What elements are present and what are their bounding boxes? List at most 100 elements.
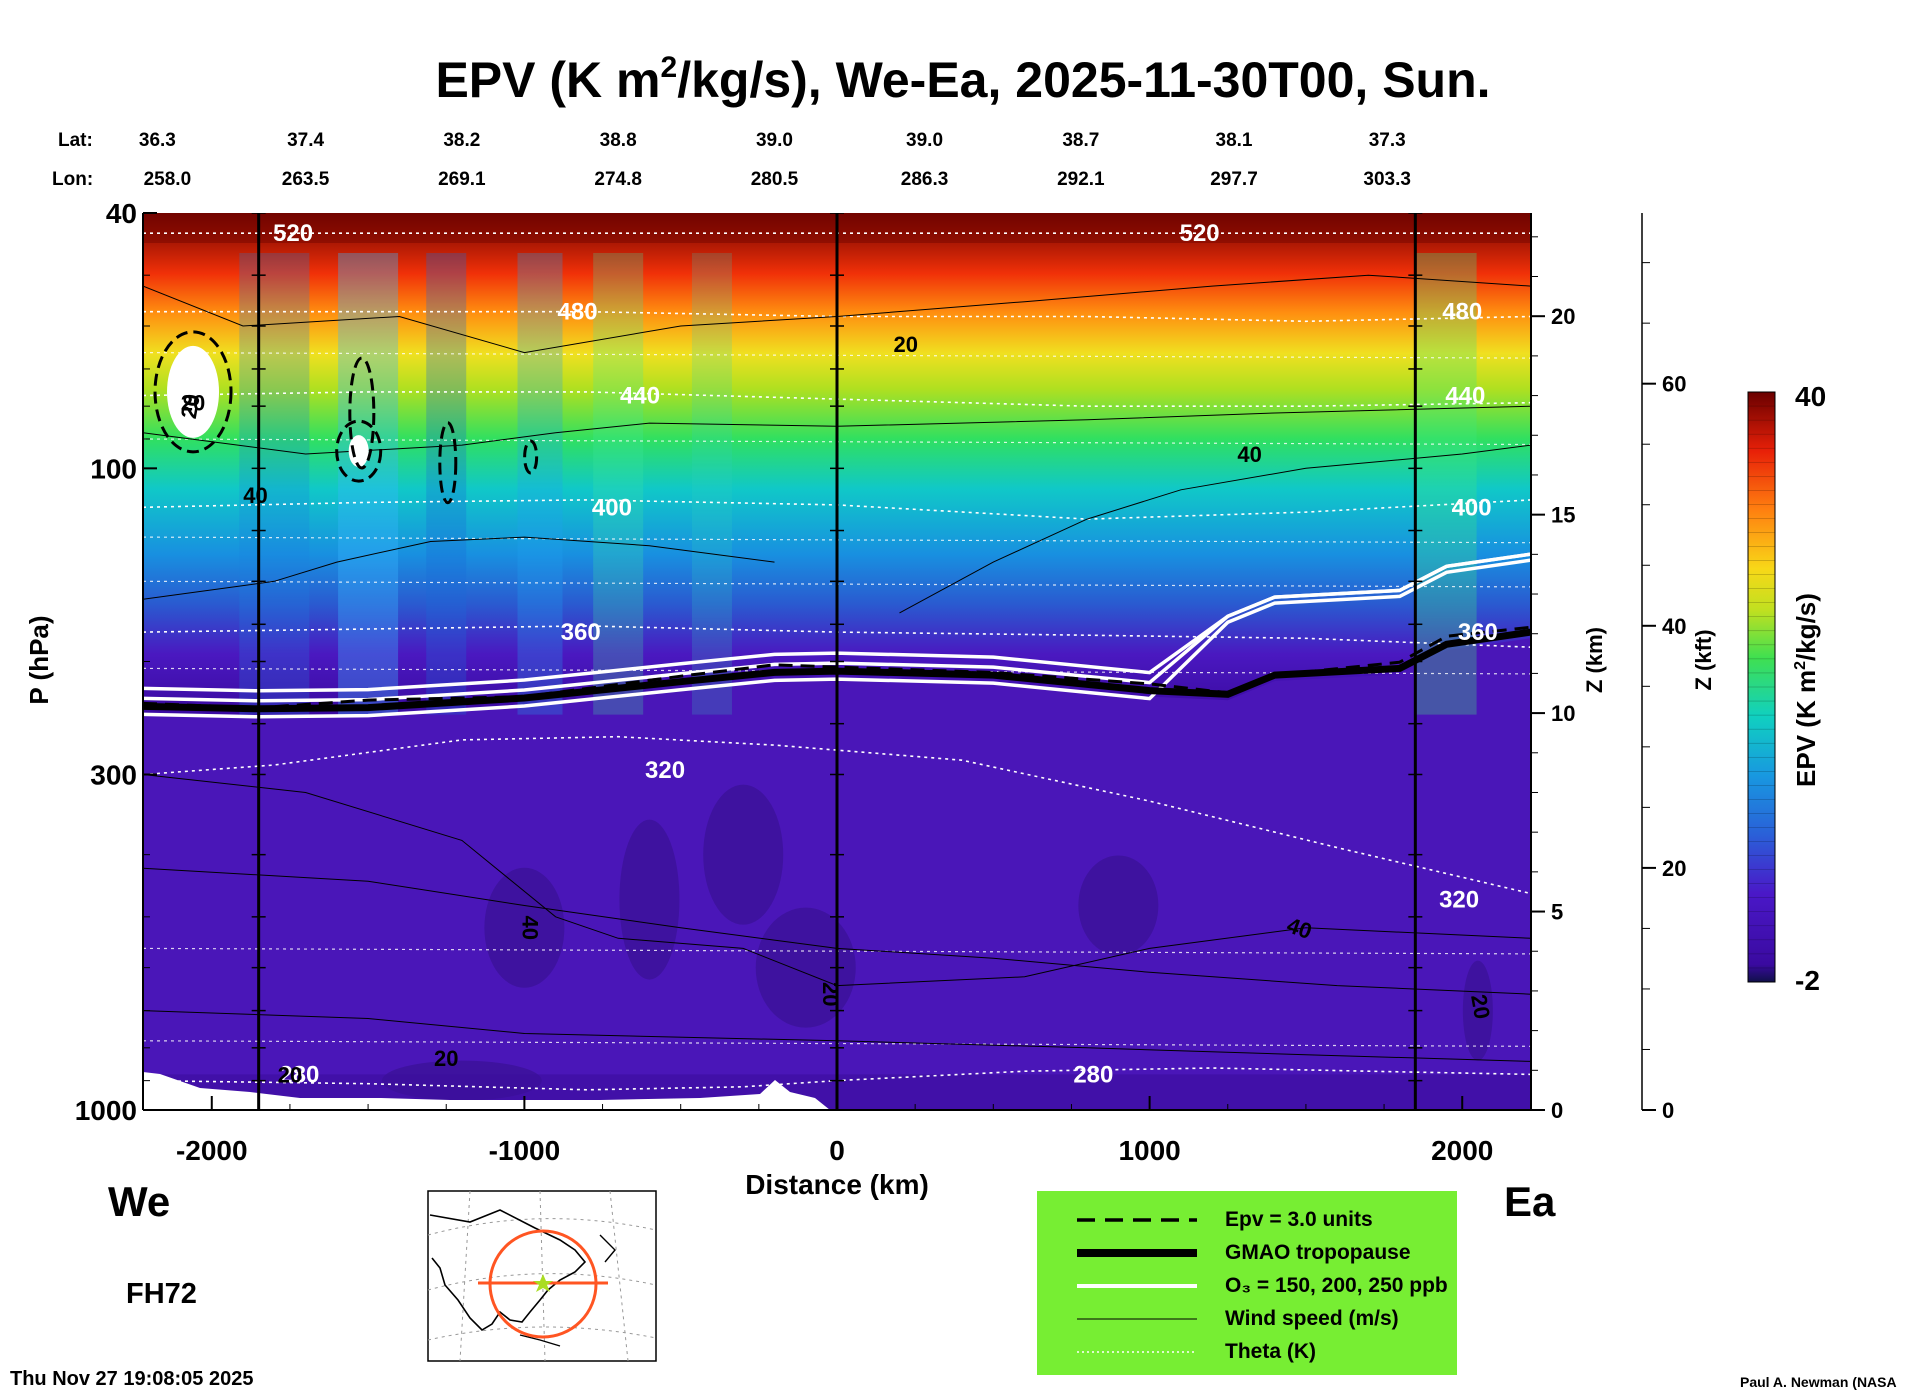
- theta-label: 400: [1452, 494, 1492, 521]
- colorbar-min-label: -2: [1795, 965, 1820, 996]
- wind-label: 20: [278, 1062, 302, 1087]
- legend-label: Epv = 3.0 units: [1225, 1208, 1373, 1231]
- colorbar-max-label: 40: [1795, 381, 1826, 412]
- theta-label: 520: [1180, 220, 1220, 247]
- lat-value: 37.3: [1369, 130, 1406, 151]
- epv-high-island: [348, 435, 369, 468]
- lon-value: 292.1: [1057, 169, 1105, 190]
- lon-value: 269.1: [438, 169, 486, 190]
- theta-label: 520: [273, 220, 313, 247]
- lon-value: 263.5: [282, 169, 330, 190]
- epv-dark-patch: [484, 867, 565, 988]
- epv-dark-patch: [619, 819, 680, 980]
- y-tick-label: 100: [90, 453, 137, 484]
- epv-plume: [593, 253, 644, 715]
- z-km-tick-label: 0: [1551, 1098, 1563, 1123]
- epv-island-outline: [335, 419, 383, 483]
- theta-label: 280: [279, 1061, 319, 1088]
- wind-label: 40: [1237, 442, 1261, 467]
- epv-island-outline: [153, 330, 233, 454]
- footer-timestamp: Thu Nov 27 19:08:05 2025: [10, 1368, 254, 1390]
- wind-label: 20: [181, 391, 205, 416]
- wind-line: [143, 536, 775, 600]
- y-tick-label: 40: [106, 198, 137, 229]
- forecast-hour: FH72: [126, 1278, 197, 1310]
- inset-coastline: [429, 1209, 587, 1332]
- wind-label: 20: [894, 332, 918, 357]
- ozone-contours: [143, 552, 1531, 719]
- z-km-tick-label: 5: [1551, 900, 1563, 925]
- z-kft-tick-label: 0: [1662, 1098, 1674, 1123]
- wind-label: 40: [518, 916, 543, 940]
- east-label: Ea: [1504, 1178, 1556, 1225]
- legend-swatch-white: [1077, 1284, 1197, 1288]
- z-kft-axis-ticks: 0 20 40 60: [1642, 262, 1686, 1123]
- latlon-readouts: 36.3 37.4 38.2 38.8 39.0 39.0 38.7 38.1 37.3 258.…: [139, 130, 1411, 190]
- x-axis-ticks: -2000 -1000 0 1000 2000: [176, 1096, 1493, 1166]
- wind-line: [143, 774, 1531, 987]
- west-label: We: [108, 1178, 171, 1225]
- ozone-line: [143, 558, 1531, 719]
- z-km-axis-ticks: 0 5 10 15 20: [1531, 236, 1575, 1123]
- epv-plume: [1416, 253, 1477, 715]
- epv-plume: [691, 253, 732, 715]
- epv-stratosphere-variations: [143, 213, 1531, 715]
- ozone-line: [143, 552, 1531, 703]
- lat-header-label: Lat:: [58, 130, 93, 151]
- epv-island-outline: [438, 421, 458, 505]
- colorbar-ticks: [1748, 391, 1775, 983]
- legend-item-epv: Epv = 3.0 units: [1037, 1206, 1457, 1234]
- wind-label: 20: [818, 982, 843, 1006]
- x-tick-label: 2000: [1431, 1135, 1493, 1166]
- epv-islands: [153, 330, 539, 505]
- chart-title: EPV (K m2/kg/s), We-Ea, 2025-11-30T00, S…: [435, 51, 1490, 108]
- colorbar-label: EPV (K m2/kg/s): [1791, 593, 1821, 787]
- theta-label: 400: [592, 494, 632, 521]
- gmao-tropopause-line: [143, 628, 1531, 713]
- epv-dark-patch: [703, 784, 784, 925]
- z-kft-axis-label: Z (kft): [1691, 629, 1716, 690]
- epv-plume: [426, 253, 467, 715]
- wind-label: 20: [434, 1046, 458, 1071]
- z-km-tick-label: 20: [1551, 304, 1575, 329]
- legend-swatch-dotted: [1077, 1351, 1197, 1353]
- x-tick-label: 0: [829, 1135, 845, 1166]
- contour-labels: 280 280 320 320 360 360 400 400 440 440 480 480 520 5…: [176, 220, 1498, 1088]
- terrain-mask: [143, 1072, 830, 1110]
- x-tick-label: -2000: [176, 1135, 248, 1166]
- lat-value: 37.4: [287, 130, 324, 151]
- epv-3-unit-contour: [143, 625, 1531, 710]
- theta-label: 280: [1073, 1061, 1113, 1088]
- epv-plume: [517, 253, 563, 715]
- theta-label: 440: [1445, 383, 1485, 410]
- theta-label: 320: [1439, 887, 1479, 914]
- wind-label: 40: [243, 483, 267, 508]
- legend-label: O₃ = 150, 200, 250 ppb: [1225, 1274, 1448, 1297]
- y-axis-ticks: 40 100 300 1000: [75, 198, 157, 1126]
- lat-value: 38.8: [600, 130, 637, 151]
- wind-label: 20: [176, 392, 205, 420]
- footer-credit: Paul A. Newman (NASA: [1740, 1374, 1897, 1390]
- z-kft-tick-label: 20: [1662, 856, 1686, 881]
- lat-value: 36.3: [139, 130, 176, 151]
- theta-label: 320: [645, 757, 685, 784]
- legend-item-wind: Wind speed (m/s): [1037, 1305, 1457, 1333]
- z-km-tick-label: 10: [1551, 701, 1575, 726]
- x-tick-label: -1000: [489, 1135, 561, 1166]
- plot-area: 280 280 320 320 360 360 400 400 440 440 480 480 520 5…: [143, 213, 1531, 1110]
- legend-label: GMAO tropopause: [1225, 1241, 1411, 1264]
- legend-item-theta: Theta (K): [1037, 1338, 1457, 1366]
- lon-header-label: Lon:: [52, 169, 93, 190]
- lat-value: 38.2: [443, 130, 480, 151]
- epv-dark-patch: [755, 907, 856, 1028]
- lon-value: 258.0: [144, 169, 192, 190]
- lon-value: 274.8: [594, 169, 642, 190]
- legend: Epv = 3.0 units GMAO tropopause O₃ = 150…: [1037, 1191, 1457, 1375]
- y-axis-label: P (hPa): [24, 615, 54, 704]
- wind-line: [143, 274, 1531, 354]
- lat-value: 39.0: [906, 130, 943, 151]
- z-kft-tick-label: 60: [1662, 372, 1686, 397]
- legend-item-ozone: O₃ = 150, 200, 250 ppb: [1037, 1272, 1457, 1300]
- lat-value: 38.1: [1216, 130, 1253, 151]
- inset-map: [427, 1190, 657, 1362]
